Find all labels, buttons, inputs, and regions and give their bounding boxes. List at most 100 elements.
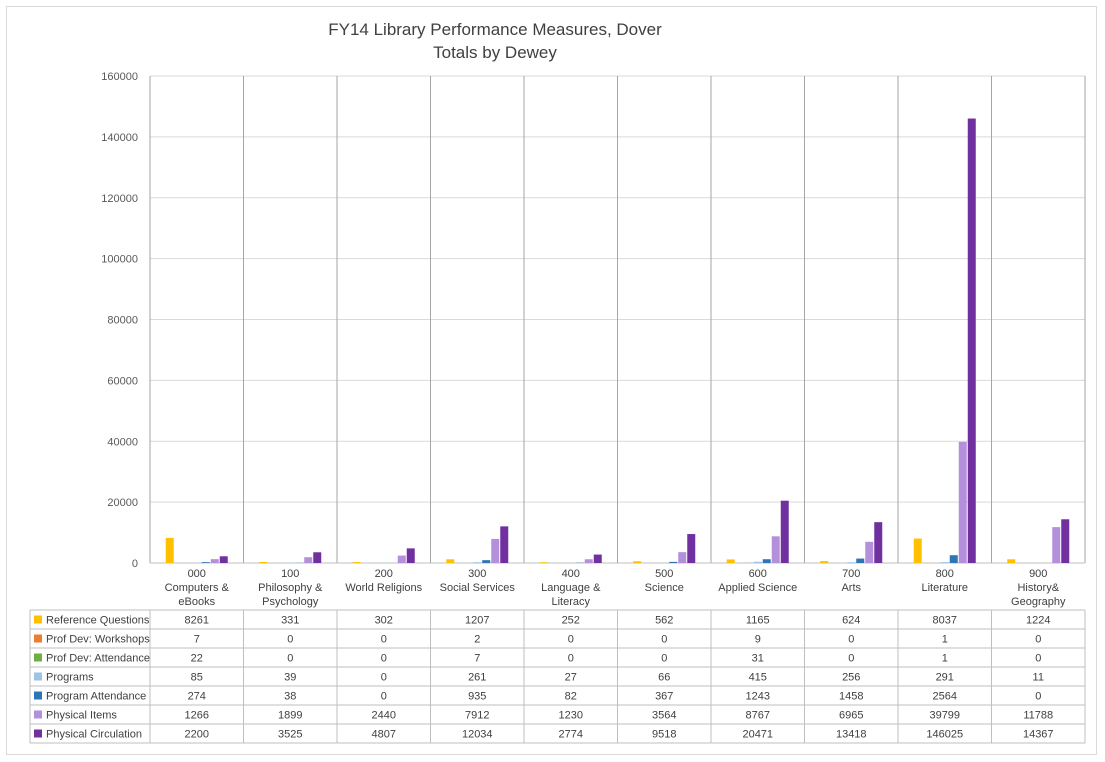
data-label: 39799 xyxy=(929,710,960,722)
category-label: History& xyxy=(1017,582,1059,594)
bar xyxy=(967,118,976,563)
data-label: 1899 xyxy=(278,710,302,722)
y-tick-label: 60000 xyxy=(107,375,138,387)
series-name: Prof Dev: Workshops xyxy=(46,634,150,646)
bar xyxy=(726,559,735,563)
category-label: Science xyxy=(645,582,684,594)
bar xyxy=(669,561,678,563)
y-tick-label: 80000 xyxy=(107,315,138,327)
bar xyxy=(584,559,593,563)
data-label: 66 xyxy=(658,672,670,684)
legend-key xyxy=(34,729,42,738)
data-label: 27 xyxy=(565,672,577,684)
bar xyxy=(687,534,696,563)
bar xyxy=(397,555,406,563)
category-label: Computers & xyxy=(165,582,230,594)
category-label: Psychology xyxy=(262,596,319,608)
category-label: World Religions xyxy=(345,582,422,594)
data-label: 291 xyxy=(936,672,954,684)
data-label: 562 xyxy=(655,615,673,627)
category-label: Literature xyxy=(922,582,968,594)
data-label: 2200 xyxy=(185,729,209,741)
bar xyxy=(633,561,642,563)
data-label: 1207 xyxy=(465,615,489,627)
data-label: 0 xyxy=(287,634,293,646)
data-label: 0 xyxy=(381,634,387,646)
data-label: 367 xyxy=(655,691,673,703)
category-label: 300 xyxy=(468,568,486,580)
legend-key xyxy=(34,672,42,681)
data-label: 38 xyxy=(284,691,296,703)
data-label: 9 xyxy=(755,634,761,646)
bar xyxy=(1061,519,1070,563)
y-tick-label: 140000 xyxy=(101,132,138,144)
chart-frame xyxy=(6,6,1097,755)
data-label: 8261 xyxy=(185,615,209,627)
data-label: 1 xyxy=(942,653,948,665)
data-label: 7 xyxy=(474,653,480,665)
data-label: 2440 xyxy=(372,710,396,722)
data-label: 0 xyxy=(848,653,854,665)
data-label: 2 xyxy=(474,634,480,646)
category-label: Language & xyxy=(541,582,601,594)
bar xyxy=(219,556,228,563)
data-label: 7912 xyxy=(465,710,489,722)
data-label: 6965 xyxy=(839,710,863,722)
y-tick-label: 120000 xyxy=(101,193,138,205)
data-label: 0 xyxy=(381,653,387,665)
data-label: 9518 xyxy=(652,729,676,741)
bar xyxy=(482,560,491,563)
bar xyxy=(940,562,949,563)
category-label: 900 xyxy=(1029,568,1047,580)
bar xyxy=(771,536,780,563)
bar xyxy=(780,500,789,563)
data-label: 0 xyxy=(1035,653,1041,665)
bar xyxy=(406,548,415,563)
data-label: 1243 xyxy=(746,691,770,703)
category-label: 100 xyxy=(281,568,299,580)
data-label: 85 xyxy=(191,672,203,684)
data-label: 0 xyxy=(568,653,574,665)
data-label: 8037 xyxy=(933,615,957,627)
bar xyxy=(259,561,268,563)
data-label: 13418 xyxy=(836,729,867,741)
data-label: 1458 xyxy=(839,691,863,703)
y-tick-label: 160000 xyxy=(101,71,138,83)
category-label: Literacy xyxy=(551,596,590,608)
bar xyxy=(753,561,762,563)
data-label: 256 xyxy=(842,672,860,684)
bar xyxy=(678,552,687,563)
data-label: 20471 xyxy=(742,729,773,741)
data-label: 12034 xyxy=(462,729,493,741)
bar xyxy=(352,562,361,563)
bar xyxy=(304,557,313,563)
data-label: 0 xyxy=(1035,691,1041,703)
series-name: Program Attendance xyxy=(46,691,146,703)
bar xyxy=(874,522,883,563)
data-label: 31 xyxy=(752,653,764,665)
bar xyxy=(847,562,856,563)
bar xyxy=(856,558,865,563)
data-label: 3564 xyxy=(652,710,676,722)
data-label: 0 xyxy=(381,691,387,703)
data-label: 0 xyxy=(848,634,854,646)
bar xyxy=(820,561,829,563)
data-label: 415 xyxy=(749,672,767,684)
series-name: Prof Dev: Attendance xyxy=(46,653,150,665)
category-label: eBooks xyxy=(178,596,215,608)
data-label: 14367 xyxy=(1023,729,1054,741)
bar xyxy=(201,562,210,563)
bar xyxy=(949,555,958,563)
bar xyxy=(913,538,922,563)
bar xyxy=(313,552,322,563)
data-label: 261 xyxy=(468,672,486,684)
category-label: 600 xyxy=(749,568,767,580)
bar xyxy=(958,441,967,563)
data-label: 2564 xyxy=(933,691,957,703)
bar xyxy=(210,559,219,563)
data-label: 4807 xyxy=(372,729,396,741)
data-label: 2774 xyxy=(559,729,583,741)
data-label: 0 xyxy=(661,653,667,665)
y-tick-label: 20000 xyxy=(107,497,138,509)
